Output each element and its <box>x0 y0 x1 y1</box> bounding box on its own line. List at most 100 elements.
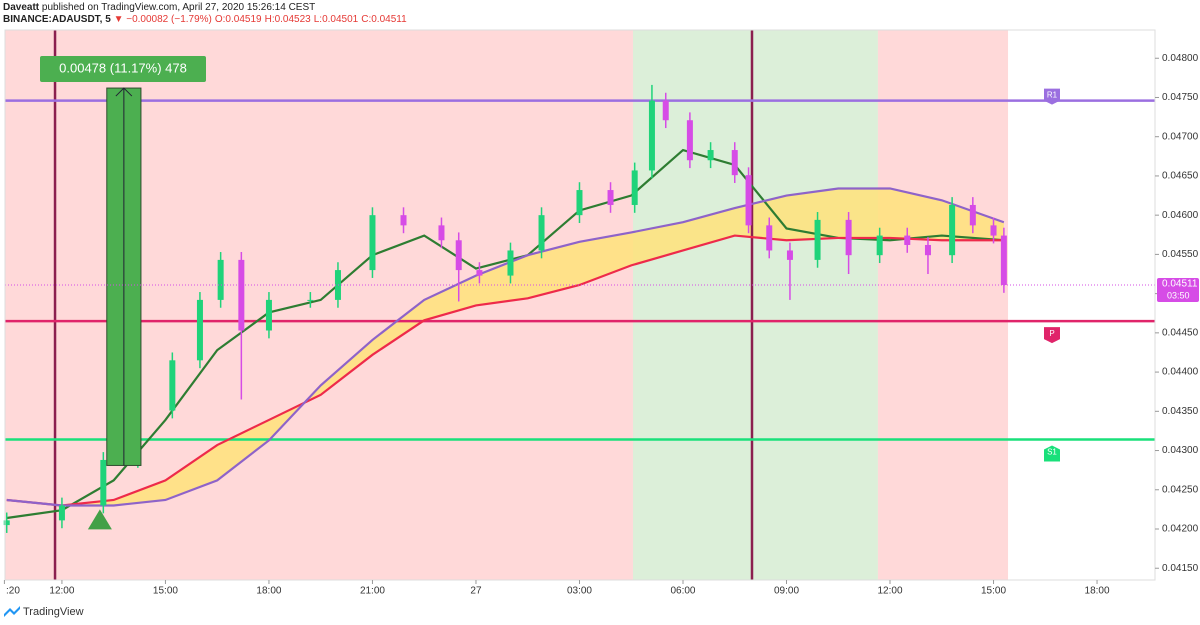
measure-label-bg <box>40 56 206 82</box>
session-zone <box>5 30 633 580</box>
candle-body <box>438 225 445 241</box>
x-tick-label: :20 <box>6 586 20 597</box>
candle-body <box>686 120 693 161</box>
candle-body <box>1000 235 1007 285</box>
candle-body <box>169 360 176 411</box>
header: Daveatt published on TradingView.com, Ap… <box>3 2 407 26</box>
candle-body <box>455 240 462 271</box>
x-tick-label: 15:00 <box>981 586 1006 597</box>
candle-body <box>369 215 376 271</box>
measure-label: 0.00478 (11.17%) 478 <box>59 60 187 75</box>
ohlc: C:0.04511 <box>361 14 407 25</box>
last-price-label: 0.04511 <box>1162 279 1198 290</box>
y-tick-label: 0.04600 <box>1162 210 1199 221</box>
frame <box>4 29 1156 581</box>
level-label: S1 <box>1047 448 1057 457</box>
candle-body <box>766 225 773 251</box>
ohlc: L:0.04501 <box>313 14 359 25</box>
y-tick-label: 0.04250 <box>1162 484 1199 495</box>
brand: TradingView <box>23 606 84 618</box>
price-axis-bg <box>1155 30 1200 605</box>
x-tick-label: 06:00 <box>670 586 695 597</box>
candle-body <box>538 215 545 251</box>
x-tick-label: 03:00 <box>567 586 592 597</box>
session-zone <box>877 30 1009 580</box>
ohlc: H:0.04523 <box>264 14 311 25</box>
candle-body <box>904 235 911 245</box>
x-tick-label: 18:00 <box>1085 586 1110 597</box>
candle-body <box>476 270 483 276</box>
x-tick-label: 12:00 <box>877 586 902 597</box>
level-badge <box>1044 327 1060 344</box>
y-tick-label: 0.04350 <box>1162 406 1199 417</box>
session-zone <box>632 30 878 580</box>
published: published on TradingView.com, April 27, … <box>41 2 316 13</box>
candle-body <box>745 175 752 226</box>
moving-average <box>6 234 1004 507</box>
signal-marker <box>87 509 112 530</box>
header-line: Daveatt published on TradingView.com, Ap… <box>3 2 407 14</box>
measure-arrow <box>115 87 133 466</box>
candle-body <box>334 270 341 300</box>
y-tick-label: 0.04550 <box>1162 249 1199 260</box>
candle-body <box>924 244 931 256</box>
candle-body <box>3 520 10 526</box>
y-tick-label: 0.04200 <box>1162 524 1199 535</box>
x-tick-label: 27 <box>470 586 482 597</box>
candle-body <box>607 190 614 205</box>
candle-body <box>307 299 314 301</box>
level-label: P <box>1049 329 1054 338</box>
level-badge <box>1044 88 1060 105</box>
last-price-badge <box>1157 277 1199 302</box>
x-tick-label: 12:00 <box>49 586 74 597</box>
candle-body <box>400 215 407 226</box>
y-tick-label: 0.04450 <box>1162 327 1199 338</box>
y-tick-label: 0.04400 <box>1162 367 1199 378</box>
y-tick-label: 0.04800 <box>1162 53 1199 64</box>
candle-body <box>576 190 583 216</box>
candle-body <box>631 170 638 205</box>
candle-body <box>58 505 65 521</box>
header-line: BINANCE:ADAUSDT, 5 ▼ −0.00082 (−1.79%) O:… <box>3 14 407 26</box>
candle-body <box>217 259 224 300</box>
change: ▼ −0.00082 (−1.79%) <box>113 14 212 25</box>
x-tick-label: 18:00 <box>256 586 281 597</box>
plot: R1 P S1 0.00478 (11.17%) 478 <box>3 30 1155 580</box>
x-tick-label: 09:00 <box>774 586 799 597</box>
candle-body <box>265 299 272 331</box>
candle-body <box>196 299 203 361</box>
candle-body <box>731 150 738 176</box>
logo: TradingView <box>4 606 84 618</box>
candle-body <box>949 204 956 256</box>
candle-body <box>814 219 821 260</box>
x-tick-label: 21:00 <box>360 586 385 597</box>
y-tick-label: 0.04300 <box>1162 445 1199 456</box>
countdown: 03:50 <box>1167 290 1190 300</box>
level-label: R1 <box>1047 91 1058 100</box>
x-tick-label: 15:00 <box>153 586 178 597</box>
candle-body <box>238 259 245 331</box>
candle-body <box>507 250 514 276</box>
candle-body <box>845 219 852 256</box>
y-tick-label: 0.04700 <box>1162 131 1199 142</box>
candle-body <box>648 100 655 171</box>
candle-body <box>100 459 107 506</box>
author: Daveatt <box>3 2 40 13</box>
moving-average <box>6 187 1005 507</box>
candle-body <box>990 225 997 236</box>
level-badge <box>1044 445 1060 462</box>
symbol: BINANCE:ADAUSDT, 5 <box>3 14 111 25</box>
y-tick-label: 0.04650 <box>1162 171 1199 182</box>
candle-body <box>786 250 793 260</box>
candle-body <box>662 100 669 121</box>
candle-body <box>707 150 714 161</box>
ohlc: O:0.04519 <box>214 14 262 25</box>
axes: 0.04150 0.04200 0.04250 0.04300 0.04350 0.044… <box>3 53 1199 597</box>
y-tick-label: 0.04750 <box>1162 92 1199 103</box>
candle-body <box>969 204 976 226</box>
logo-icon <box>4 606 20 617</box>
candle-body <box>876 235 883 256</box>
y-tick-label: 0.04150 <box>1162 563 1199 574</box>
